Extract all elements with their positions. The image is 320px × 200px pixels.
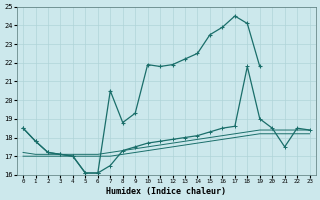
X-axis label: Humidex (Indice chaleur): Humidex (Indice chaleur) xyxy=(106,187,226,196)
